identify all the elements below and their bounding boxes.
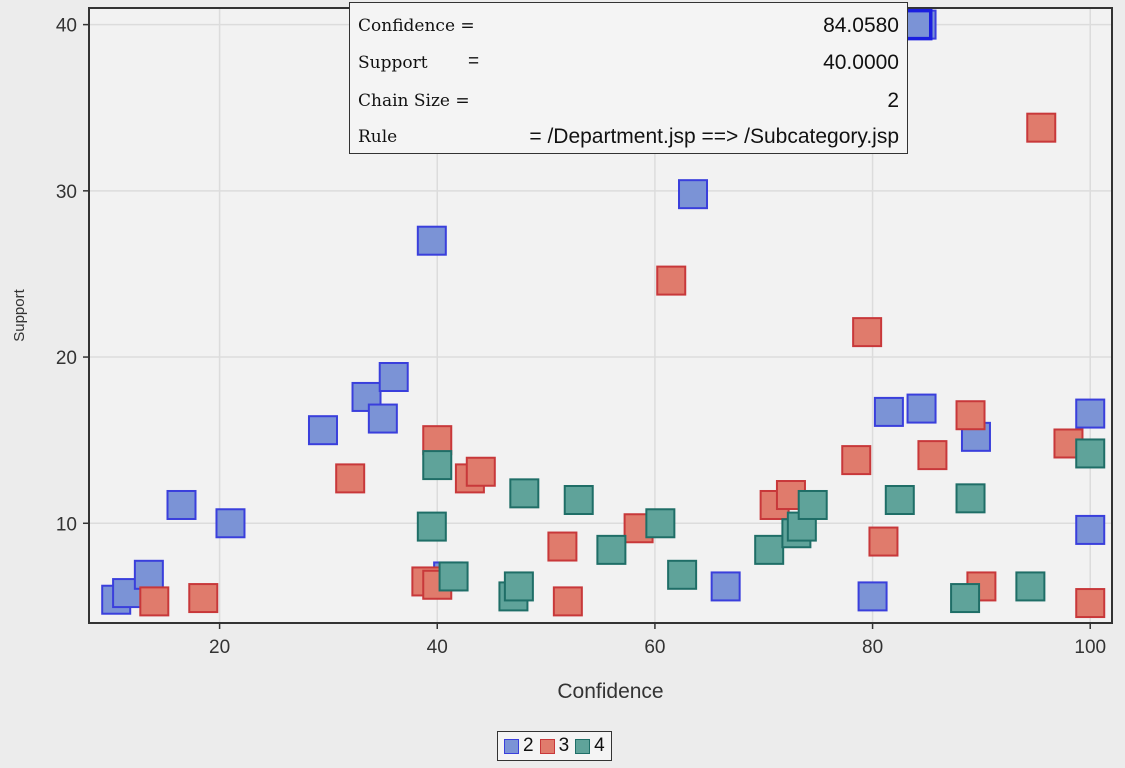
x-tick-label: 40 xyxy=(427,637,448,658)
data-point-series-4[interactable] xyxy=(563,485,594,515)
data-point-series-2[interactable] xyxy=(215,508,246,539)
data-point-series-4[interactable] xyxy=(884,485,915,515)
tooltip-value: 2 xyxy=(887,89,899,112)
data-point-series-3[interactable] xyxy=(139,586,170,617)
data-point-series-3[interactable] xyxy=(868,526,899,557)
tooltip-key: Rule xyxy=(358,127,398,147)
data-point-series-4[interactable] xyxy=(503,571,534,602)
tooltip-equals: = xyxy=(468,51,480,72)
x-tick-label: 80 xyxy=(862,637,883,658)
tooltip-row-confidence: Confidence = 84.0580 xyxy=(350,8,907,45)
data-point-series-3[interactable] xyxy=(852,317,883,348)
data-point-series-2[interactable] xyxy=(857,581,888,612)
data-point-series-3[interactable] xyxy=(335,463,366,494)
x-tick-label: 20 xyxy=(209,637,230,658)
tooltip-value: = /Department.jsp ==> /Subcategory.jsp xyxy=(529,125,899,148)
data-point-series-3[interactable] xyxy=(917,440,948,471)
tooltip-value: 84.0580 xyxy=(823,14,899,37)
data-point-series-4[interactable] xyxy=(596,534,627,565)
y-tick-label: 10 xyxy=(56,514,77,535)
legend-item-series-3: 3 xyxy=(539,735,570,757)
data-point-series-3[interactable] xyxy=(1026,112,1057,143)
data-point-series-2[interactable] xyxy=(307,415,338,446)
data-point-series-4[interactable] xyxy=(422,450,453,481)
legend: 2 3 4 xyxy=(497,731,612,761)
tooltip-row-chain-size: Chain Size = 2 xyxy=(350,83,907,120)
data-point-series-3[interactable] xyxy=(552,586,583,617)
data-point-series-4[interactable] xyxy=(509,478,540,509)
legend-label: 2 xyxy=(523,735,534,756)
data-point-series-4[interactable] xyxy=(645,508,676,539)
data-point-series-4[interactable] xyxy=(955,483,986,514)
tooltip-row-support: Support = 40.0000 xyxy=(350,45,907,82)
x-axis-label: Confidence xyxy=(557,680,663,703)
data-point-series-4[interactable] xyxy=(667,559,698,590)
legend-label: 3 xyxy=(558,735,570,756)
data-point-series-2[interactable] xyxy=(873,396,904,427)
data-point-series-2[interactable] xyxy=(367,403,398,434)
x-tick-label: 60 xyxy=(644,637,665,658)
tooltip-key: Confidence = xyxy=(358,16,475,36)
data-point-series-3[interactable] xyxy=(188,583,219,614)
data-point-series-3[interactable] xyxy=(1075,588,1106,619)
legend-swatch xyxy=(575,738,591,754)
data-point-series-4[interactable] xyxy=(797,489,828,520)
data-point-series-2[interactable] xyxy=(1075,514,1106,545)
data-point-series-2[interactable] xyxy=(710,571,741,602)
y-tick-label: 20 xyxy=(56,348,77,369)
data-point-series-4[interactable] xyxy=(1015,571,1046,602)
legend-swatch xyxy=(539,738,555,754)
data-point-series-2[interactable] xyxy=(906,393,937,424)
data-point-series-4[interactable] xyxy=(438,561,469,592)
tooltip-row-rule: Rule = /Department.jsp ==> /Subcategory.… xyxy=(350,119,907,156)
y-axis-label: Support xyxy=(11,288,28,341)
legend-item-series-4: 4 xyxy=(575,735,605,757)
data-point-series-3[interactable] xyxy=(955,400,986,431)
tooltip-key: Support xyxy=(358,53,428,73)
y-tick-label: 40 xyxy=(56,16,77,37)
tooltip-value: 40.0000 xyxy=(823,51,899,74)
data-point-series-3[interactable] xyxy=(841,445,872,476)
y-tick-label: 30 xyxy=(56,182,77,203)
tooltip-key: Chain Size = xyxy=(358,91,470,111)
data-point-series-4[interactable] xyxy=(950,583,981,614)
legend-label: 4 xyxy=(594,735,605,756)
data-point-series-2[interactable] xyxy=(378,362,409,392)
data-point-series-2[interactable] xyxy=(678,179,709,210)
data-point-series-3[interactable] xyxy=(656,265,687,296)
data-point-series-4[interactable] xyxy=(416,511,447,542)
data-point-series-2[interactable] xyxy=(1075,398,1106,429)
data-point-series-3[interactable] xyxy=(465,456,496,487)
data-point-series-2[interactable] xyxy=(166,489,197,520)
x-tick-label: 100 xyxy=(1074,637,1106,658)
data-point-series-4[interactable] xyxy=(754,534,785,565)
data-point-series-2[interactable] xyxy=(416,225,447,256)
point-tooltip: Confidence = 84.0580 Support = 40.0000 C… xyxy=(349,2,908,154)
data-point-series-3[interactable] xyxy=(422,425,453,456)
data-point-series-4[interactable] xyxy=(1075,438,1106,469)
legend-item-series-2: 2 xyxy=(504,735,534,757)
legend-swatch xyxy=(504,738,519,754)
data-point-series-3[interactable] xyxy=(547,531,578,562)
data-point-series-2[interactable] xyxy=(133,559,164,590)
